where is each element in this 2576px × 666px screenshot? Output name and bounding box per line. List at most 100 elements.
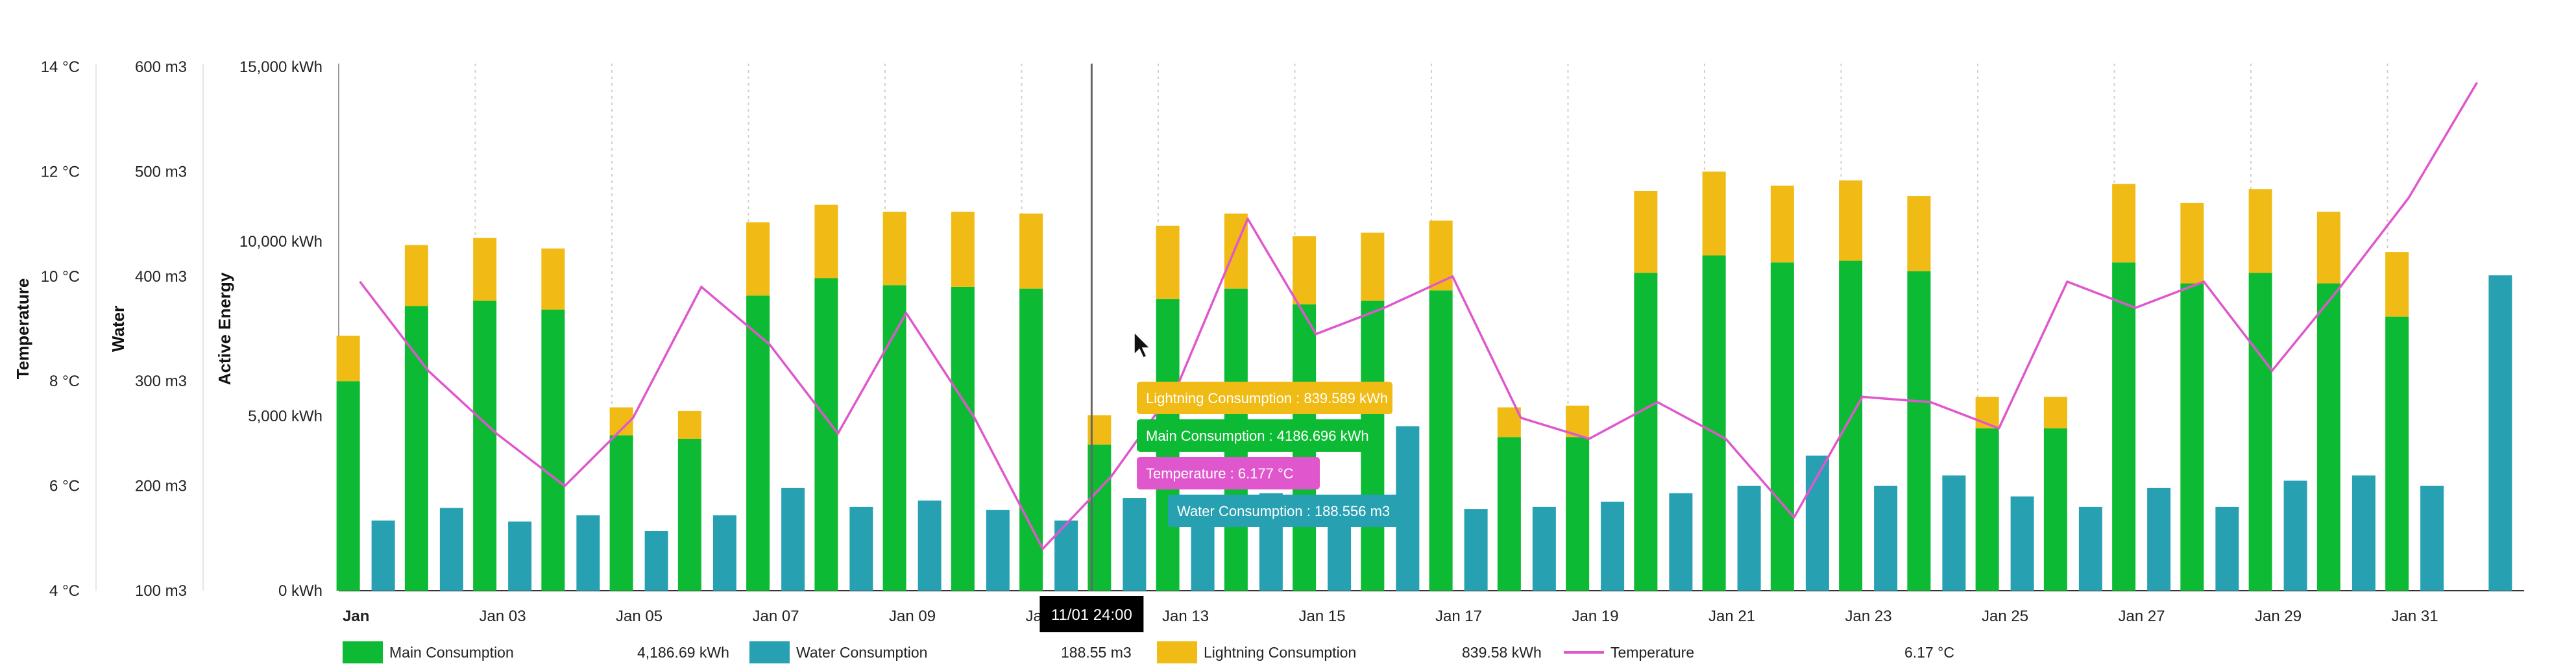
legend-label: Main Consumption [389, 644, 514, 661]
water-consumption-bar [1123, 498, 1147, 591]
tooltip-text: Temperature : 6.177 °C [1146, 465, 1294, 482]
legend-value: 839.58 kWh [1462, 644, 1542, 661]
lightning-consumption-bar [336, 336, 360, 382]
lightning-consumption-bar [2043, 397, 2067, 428]
x-tick-label: Jan 27 [2119, 608, 2165, 625]
main-consumption-bar [677, 438, 701, 591]
lightning-consumption-bar [1907, 196, 1931, 271]
water-tick-label: 400 m3 [135, 268, 187, 286]
main-consumption-bar [746, 295, 770, 591]
temperature-tick-label: 4 °C [49, 582, 80, 600]
energy-axis-title: Active Energy [215, 272, 234, 385]
tooltip-box [1137, 382, 1392, 414]
water-consumption-bar [1054, 520, 1078, 591]
temperature-line [359, 82, 2478, 550]
water-consumption-bar [1532, 506, 1556, 591]
tooltip-box [1137, 419, 1377, 452]
lightning-consumption-bar [2316, 212, 2340, 284]
water-consumption-bar [1601, 501, 1625, 591]
lightning-consumption-bar [951, 212, 975, 287]
x-tick-label: Jan 21 [1708, 608, 1755, 625]
main-consumption-bar [814, 278, 838, 591]
lightning-consumption-bar [2112, 184, 2136, 263]
x-tick-label: Jan 29 [2255, 608, 2302, 625]
energy-tick-label: 0 kWh [278, 582, 322, 600]
x-tick-label: Jan 13 [1162, 608, 1209, 625]
main-consumption-bar [2316, 283, 2340, 591]
water-consumption-bar [712, 515, 736, 591]
water-consumption-bar [2078, 506, 2102, 591]
tooltip-text: Lightning Consumption : 839.589 kWh [1146, 390, 1388, 406]
water-consumption-bar [1737, 486, 1761, 591]
x-tick-label: Jan 17 [1435, 608, 1482, 625]
main-consumption-bar [1019, 288, 1043, 591]
main-consumption-bar [1907, 271, 1931, 591]
legend-value: 6.17 °C [1904, 644, 1954, 661]
x-tick-label: Jan 25 [1982, 608, 2028, 625]
water-consumption-bar [2351, 475, 2376, 591]
water-consumption-bar [371, 520, 395, 591]
lightning-consumption-bar [473, 238, 497, 301]
temperature-tick-label: 6 °C [49, 478, 80, 495]
temperature-tick-label: 10 °C [41, 268, 80, 286]
lightning-consumption-bar [814, 204, 838, 278]
legend-label: Temperature [1610, 644, 1694, 661]
main-consumption-bar [1702, 255, 1726, 591]
legend-label: Water Consumption [796, 644, 927, 661]
lightning-consumption-bar [1429, 220, 1453, 291]
tooltip-box [1137, 457, 1320, 489]
cursor-label: 11/01 24:00 [1051, 606, 1132, 624]
lightning-consumption-bar [677, 410, 701, 439]
legend-label: Lightning Consumption [1204, 644, 1356, 661]
lightning-consumption-bar [1702, 171, 1726, 256]
mouse-pointer-icon [1134, 331, 1151, 358]
main-consumption-bar [1634, 273, 1658, 591]
main-consumption-bar [404, 306, 428, 591]
water-tick-label: 200 m3 [135, 478, 187, 495]
lightning-consumption-bar [541, 248, 565, 310]
water-consumption-bar [2283, 480, 2307, 591]
water-consumption-bar [508, 521, 532, 591]
legend-swatch [749, 641, 790, 663]
lightning-consumption-bar [2180, 203, 2204, 284]
cursor-label-box [1039, 596, 1144, 632]
water-consumption-bar [439, 508, 463, 591]
water-consumption-bar [2420, 486, 2444, 591]
main-consumption-bar [1770, 262, 1794, 591]
main-consumption-bar [609, 435, 633, 591]
x-tick-label: Jan 31 [2392, 608, 2438, 625]
main-consumption-bar [1839, 260, 1863, 591]
temperature-axis-title: Temperature [13, 278, 32, 380]
main-consumption-bar [1497, 437, 1521, 591]
lightning-consumption-bar [1634, 190, 1658, 273]
water-tick-label: 300 m3 [135, 373, 187, 390]
x-tick-label: Jan 09 [889, 608, 936, 625]
water-consumption-bar [2488, 275, 2512, 591]
main-consumption-bar [951, 286, 975, 591]
water-consumption-bar [576, 515, 600, 591]
legend-value: 188.55 m3 [1061, 644, 1132, 661]
water-consumption-bar [1942, 475, 1966, 591]
x-tick-label: Jan 19 [1572, 608, 1619, 625]
water-consumption-bar [1874, 486, 1898, 591]
tooltip-box [1168, 495, 1405, 527]
water-tick-label: 600 m3 [135, 58, 187, 76]
lightning-consumption-bar [1770, 185, 1794, 263]
water-consumption-bar [2147, 487, 2171, 591]
legend-swatch [1157, 641, 1197, 663]
main-consumption-bar [882, 285, 906, 591]
water-axis-title: Water [108, 306, 128, 352]
lightning-consumption-bar [1839, 180, 1863, 261]
water-consumption-bar [781, 487, 805, 591]
lightning-consumption-bar [1293, 236, 1317, 304]
tooltip-text: Water Consumption : 188.556 m3 [1177, 503, 1390, 519]
energy-tick-label: 10,000 kWh [239, 233, 322, 251]
lightning-consumption-bar [2385, 252, 2409, 317]
tooltip-text: Main Consumption : 4186.696 kWh [1146, 428, 1369, 444]
water-consumption-bar [986, 510, 1010, 591]
x-tick-label: Jan 23 [1845, 608, 1892, 625]
lightning-consumption-bar [882, 212, 906, 286]
energy-tick-label: 5,000 kWh [248, 408, 322, 425]
water-consumption-bar [917, 500, 942, 591]
